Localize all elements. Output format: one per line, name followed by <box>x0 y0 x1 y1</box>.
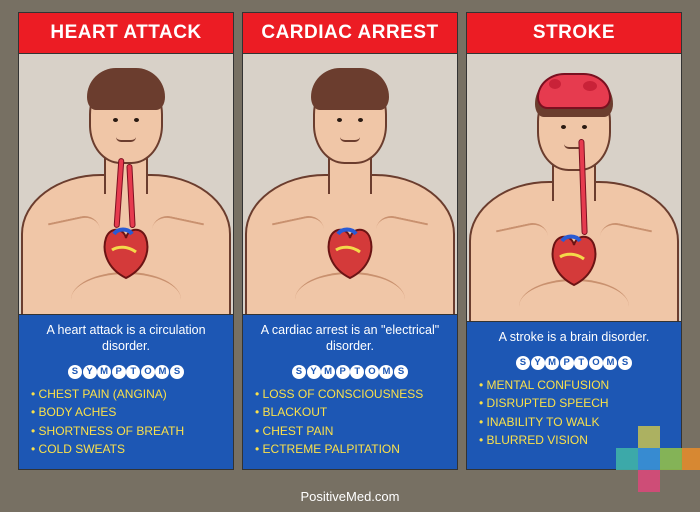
hair-icon <box>311 68 389 110</box>
symptom-list: LOSS OF CONSCIOUSNESSBLACKOUTCHEST PAINE… <box>253 385 447 459</box>
illustration-cardiac-arrest <box>243 54 457 314</box>
panel-heart-attack: HEART ATTACK A heart attack is a circula… <box>18 12 234 470</box>
heart-icon <box>322 220 378 280</box>
head <box>537 79 611 171</box>
illustration-heart-attack <box>19 54 233 314</box>
symptoms-label: SYMPTOMS <box>477 352 671 370</box>
symptom-list: CHEST PAIN (ANGINA)BODY ACHESSHORTNESS O… <box>29 385 223 459</box>
head <box>89 72 163 164</box>
heart-icon <box>546 227 602 287</box>
brain-icon <box>537 73 611 109</box>
panel-cardiac-arrest: CARDIAC ARREST A cardiac arrest is an "e… <box>242 12 458 470</box>
info-box: A heart attack is a circulation disorder… <box>19 314 233 469</box>
panel-title: HEART ATTACK <box>19 13 233 54</box>
description: A heart attack is a circulation disorder… <box>29 323 223 354</box>
heart-icon <box>98 220 154 280</box>
head <box>313 72 387 164</box>
symptoms-label: SYMPTOMS <box>253 361 447 379</box>
panel-title: STROKE <box>467 13 681 54</box>
panels-container: HEART ATTACK A heart attack is a circula… <box>0 0 700 470</box>
symptoms-label: SYMPTOMS <box>29 361 223 379</box>
description: A stroke is a brain disorder. <box>477 330 671 346</box>
description: A cardiac arrest is an "electrical" diso… <box>253 323 447 354</box>
panel-title: CARDIAC ARREST <box>243 13 457 54</box>
illustration-stroke <box>467 54 681 321</box>
panel-stroke: STROKE A stroke is a brain disorder. SYM… <box>466 12 682 470</box>
hair-icon <box>87 68 165 110</box>
info-box: A cardiac arrest is an "electrical" diso… <box>243 314 457 469</box>
footer-credit: PositiveMed.com <box>0 489 700 504</box>
